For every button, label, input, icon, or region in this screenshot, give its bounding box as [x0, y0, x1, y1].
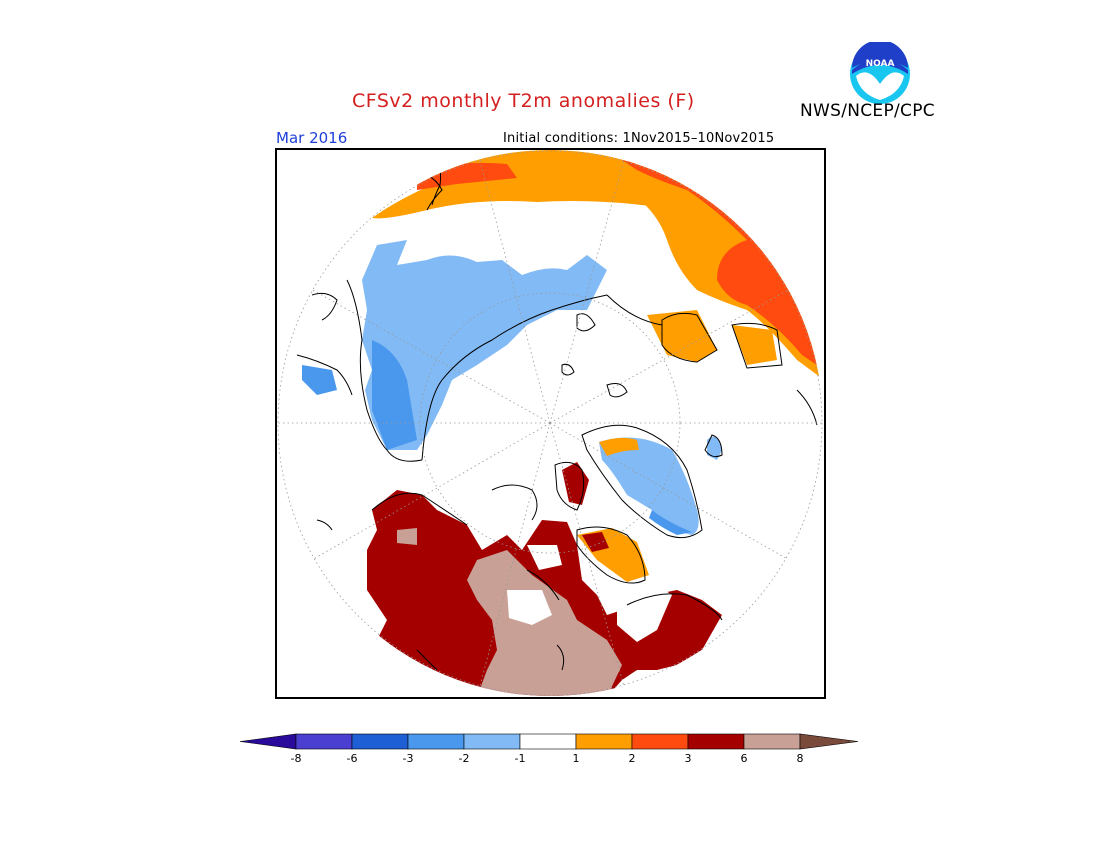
legend-swatch [351, 733, 409, 750]
legend-swatch [575, 733, 633, 750]
legend-arrow-low [239, 733, 297, 750]
legend-swatch [407, 733, 465, 750]
polar-map [275, 148, 826, 699]
color-legend: -8 -6 -3 -2 -1 1 2 3 6 8 [238, 732, 862, 772]
agency-label: NWS/NCEP/CPC [800, 101, 935, 121]
legend-tick-label: -8 [291, 752, 302, 765]
valid-month-label: Mar 2016 [276, 129, 348, 147]
legend-tick-label: 8 [797, 752, 804, 765]
legend-tick-label: -6 [347, 752, 358, 765]
noaa-logo-text: NOAA [866, 59, 895, 69]
legend-tick-label: -1 [515, 752, 526, 765]
map-title: CFSv2 monthly T2m anomalies (F) [352, 90, 695, 112]
polar-map-svg [277, 150, 823, 696]
legend-tick-label: 6 [741, 752, 748, 765]
color-legend-svg: -8 -6 -3 -2 -1 1 2 3 6 8 [239, 733, 859, 765]
legend-swatch [631, 733, 689, 750]
legend-tick-label: 3 [685, 752, 692, 765]
initial-conditions-label: Initial conditions: 1Nov2015–10Nov2015 [503, 131, 775, 146]
legend-swatch [463, 733, 521, 750]
legend-tick-label: 1 [573, 752, 580, 765]
legend-tick-label: -3 [403, 752, 414, 765]
legend-swatch [295, 733, 353, 750]
legend-tick-label: 2 [629, 752, 636, 765]
legend-swatch [687, 733, 745, 750]
noaa-logo-icon: NOAA [848, 40, 912, 106]
legend-swatch [519, 733, 577, 750]
legend-arrow-high [799, 733, 859, 750]
legend-tick-label: -2 [459, 752, 470, 765]
legend-swatch [743, 733, 801, 750]
